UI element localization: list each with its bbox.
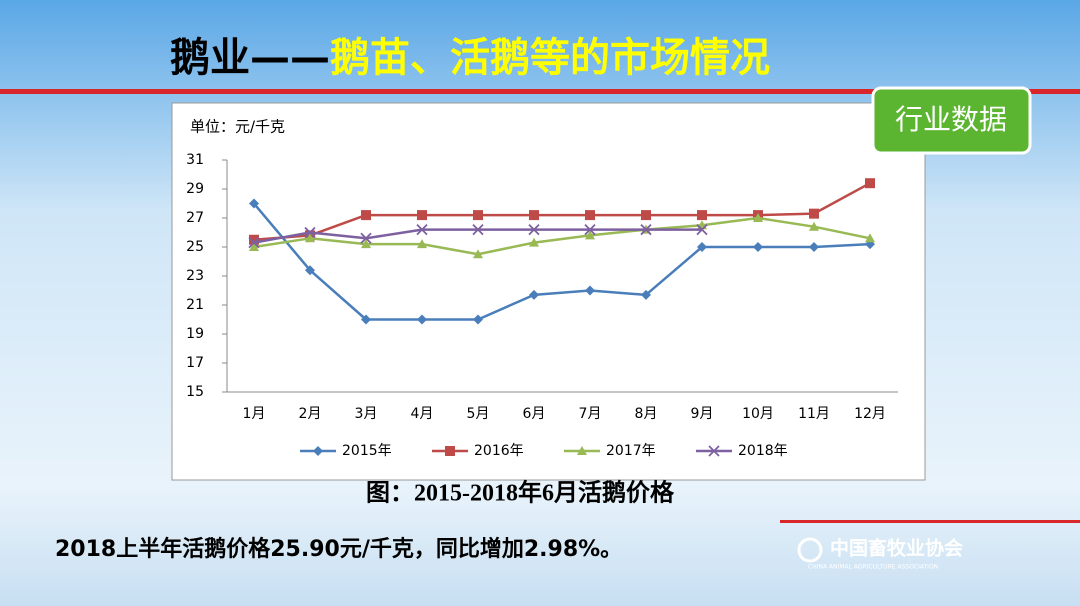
x-tick-label: 10月 xyxy=(742,406,774,422)
x-tick-label: 9月 xyxy=(691,406,714,422)
marker xyxy=(417,314,427,325)
caption: 图：2015-2018年6月活鹅价格 xyxy=(366,479,675,507)
marker xyxy=(753,213,763,222)
plot: 15 17 19 21 23 25 27 29 31 1月 2月 3月 4月 5月 6月 7月 8月 9月 10月 1… xyxy=(186,152,898,459)
slide-title: 鹅业——鹅苗、活鹅等的市场情况 xyxy=(170,35,770,81)
marker xyxy=(361,239,371,249)
series-line xyxy=(253,216,871,256)
marker xyxy=(249,242,259,251)
marker xyxy=(529,289,539,300)
marker xyxy=(577,446,587,455)
x-tick-label: 8月 xyxy=(635,406,658,422)
red-rule-bottom xyxy=(780,520,1080,523)
marker xyxy=(809,208,819,219)
unit-label: 单位：元/千克 xyxy=(190,118,285,136)
y-tick-label: 31 xyxy=(186,152,204,168)
y-tick-label: 15 xyxy=(186,384,204,400)
marker xyxy=(697,242,707,252)
marker xyxy=(585,285,595,296)
marker xyxy=(313,446,323,456)
badge-text: 行业数据 xyxy=(895,103,1007,136)
x-tick-label: 7月 xyxy=(579,406,602,422)
marker xyxy=(304,226,316,239)
marker xyxy=(305,233,315,243)
marker xyxy=(473,249,483,259)
y-tick-label: 29 xyxy=(186,181,204,197)
marker xyxy=(361,314,371,325)
marker xyxy=(529,237,539,247)
marker xyxy=(641,289,651,300)
x-tick-label: 6月 xyxy=(523,406,546,422)
marker xyxy=(361,210,371,221)
x-tick-label: 5月 xyxy=(467,406,490,422)
marker xyxy=(249,234,259,245)
marker xyxy=(360,232,372,244)
marker xyxy=(472,223,484,236)
chart-frame xyxy=(171,102,926,481)
logo-name: 中国畜牧业协会 xyxy=(830,537,963,560)
y-tick-label: 23 xyxy=(186,268,204,284)
marker xyxy=(473,210,483,221)
marker xyxy=(640,223,652,236)
marker xyxy=(809,221,819,231)
marker xyxy=(809,242,819,252)
marker xyxy=(584,223,596,236)
marker xyxy=(417,239,427,249)
x-tick-label: 11月 xyxy=(798,406,830,422)
legend-label: 2018年 xyxy=(738,443,788,459)
marker xyxy=(249,198,259,209)
x-tick-label: 1月 xyxy=(243,406,266,422)
series-line xyxy=(253,182,871,241)
marker xyxy=(445,446,455,456)
marker xyxy=(529,210,539,221)
marker xyxy=(248,237,260,249)
y-tick-label: 25 xyxy=(186,239,204,255)
marker xyxy=(865,233,875,243)
marker xyxy=(696,223,708,236)
title-black: 鹅业—— xyxy=(170,35,330,81)
title-yellow: 鹅苗、活鹅等的市场情况 xyxy=(330,35,770,81)
marker xyxy=(417,210,427,221)
legend-label: 2016年 xyxy=(474,443,524,459)
marker xyxy=(473,314,483,325)
logo-english: CHINA ANIMAL AGRICULTURE ASSOCIATION xyxy=(808,564,938,571)
marker xyxy=(753,242,763,252)
marker xyxy=(585,210,595,221)
marker xyxy=(416,223,428,236)
marker xyxy=(708,445,720,457)
marker xyxy=(641,210,651,221)
x-tick-label: 12月 xyxy=(854,406,886,422)
marker xyxy=(585,230,595,240)
legend-label: 2015年 xyxy=(342,443,392,459)
red-rule xyxy=(0,89,1080,94)
legend-label: 2017年 xyxy=(606,443,656,459)
y-tick-label: 17 xyxy=(186,355,204,371)
marker xyxy=(528,223,540,236)
x-tick-label: 2月 xyxy=(299,406,322,422)
marker xyxy=(865,178,875,189)
badge xyxy=(871,86,1032,155)
x-tick-label: 4月 xyxy=(411,406,434,422)
logo-icon xyxy=(797,537,823,563)
marker xyxy=(697,210,707,221)
summary: 2018上半年活鹅价格25.90元/千克，同比增加2.98%。 xyxy=(55,536,622,562)
marker xyxy=(305,265,315,276)
x-tick-label: 3月 xyxy=(355,406,378,422)
y-tick-label: 19 xyxy=(186,326,204,342)
series-line xyxy=(253,202,871,321)
y-tick-label: 27 xyxy=(186,210,204,226)
y-tick-label: 21 xyxy=(186,297,204,313)
